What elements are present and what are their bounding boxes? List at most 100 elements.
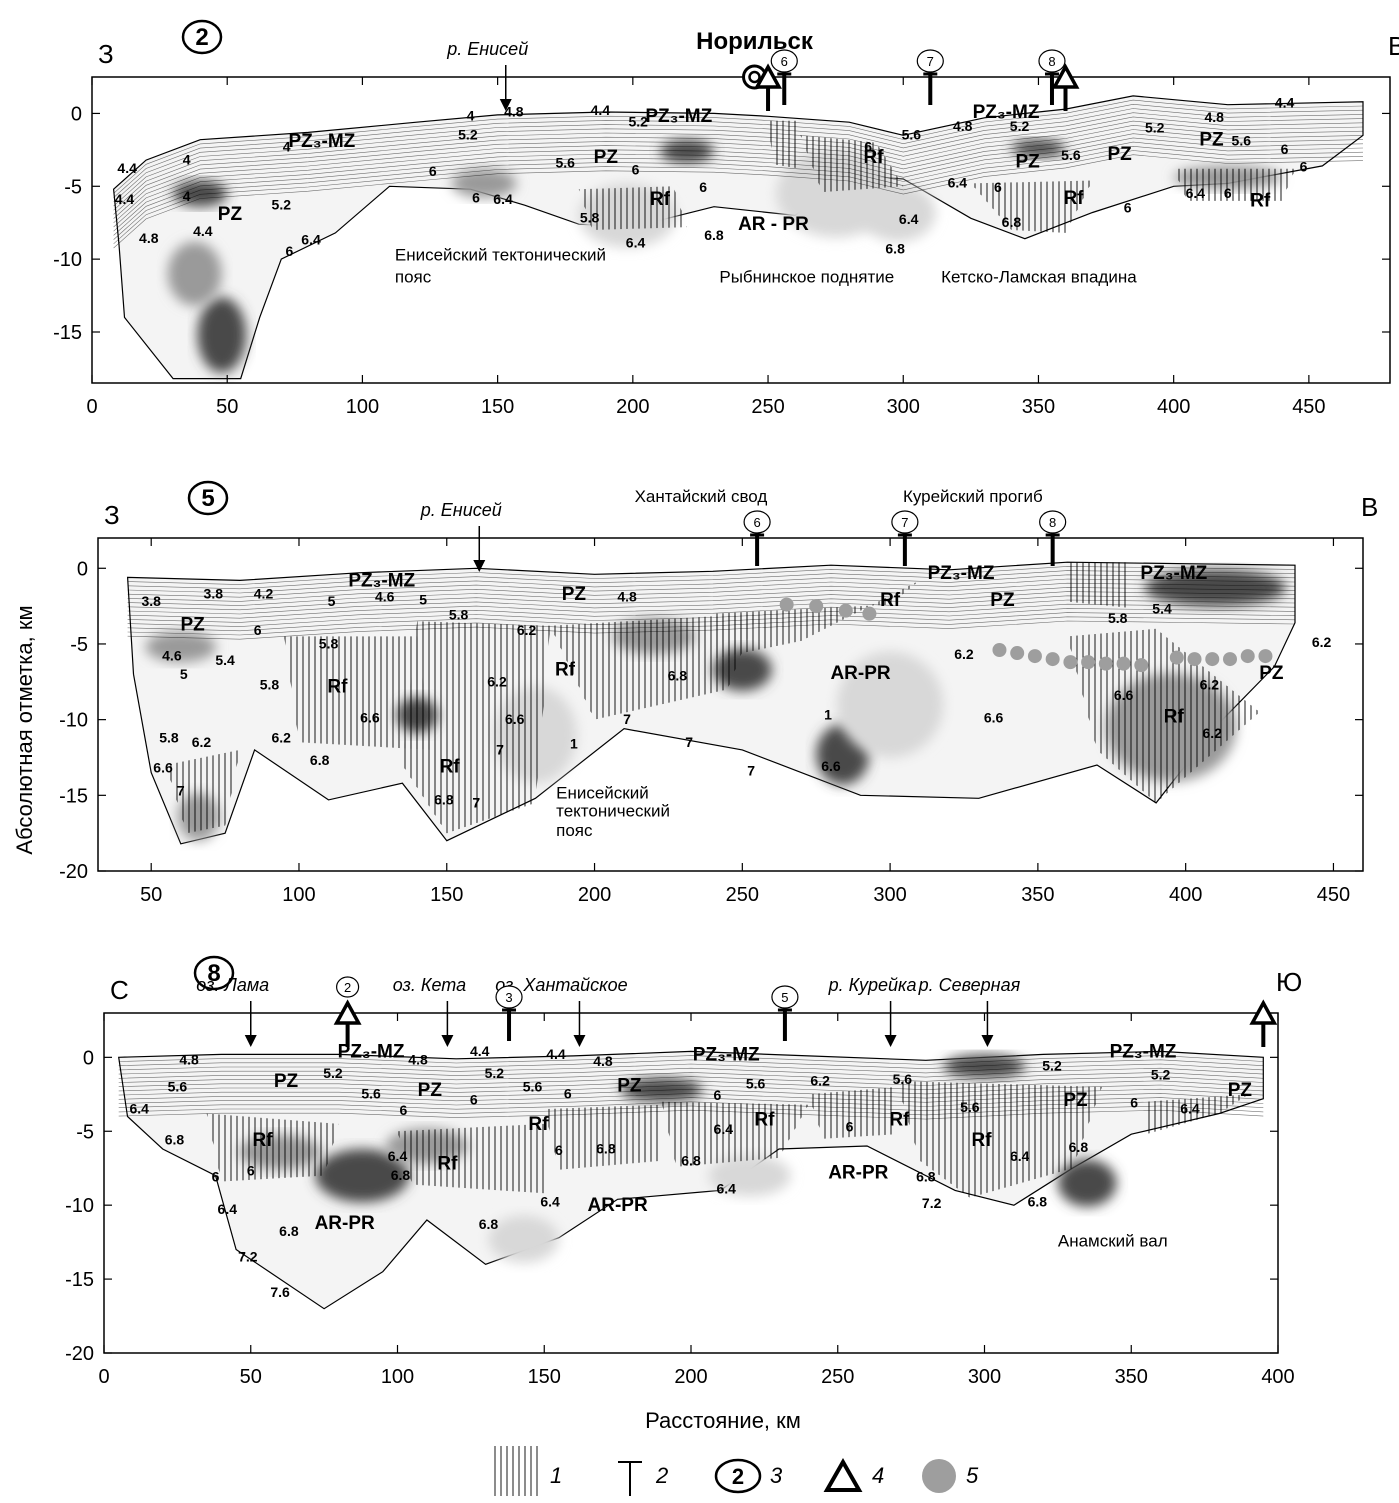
velocity-label: 5 — [180, 666, 188, 682]
unit-label: PZ₃-MZ — [645, 106, 712, 127]
velocity-label: 6.6 — [505, 711, 525, 727]
profile-2-marks: 0 50 100 150 200 250 300 350 400 450 0 -5 -10 -15 З В 2 Н… — [53, 19, 1399, 418]
velocity-label: 4 — [283, 138, 291, 154]
triangle-number-circle — [336, 976, 360, 998]
unit-label: Rf — [889, 1109, 910, 1130]
velocity-label: 6 — [429, 163, 437, 179]
velocity-label: 6.4 — [948, 175, 968, 191]
unit-label: PZ — [180, 614, 205, 635]
velocity-label: 5.6 — [960, 1099, 980, 1115]
y-tick-label: -10 — [59, 710, 88, 732]
velocity-label: 7 — [496, 741, 504, 757]
unit-label: Rf — [252, 1130, 273, 1151]
grey-dot-icon — [1116, 656, 1131, 671]
y-tick-label: -10 — [65, 1195, 94, 1217]
unit-label: PZ — [1107, 144, 1132, 165]
velocity-label: 6 — [399, 1102, 407, 1118]
profile-2-panel: 0 50 100 150 200 250 300 350 400 450 0 -5 -10 -15 З В 2 Н… — [53, 19, 1399, 418]
grey-dot-icon — [1010, 646, 1025, 661]
direction-right: Ю — [1276, 967, 1302, 997]
velocity-label: 6.2 — [1200, 676, 1220, 692]
velocity-label: 6 — [714, 1087, 722, 1103]
x-tick-label: 350 — [1021, 884, 1054, 906]
isoline — [113, 141, 1364, 236]
isoline — [113, 99, 1364, 194]
legend-number: 4 — [872, 1463, 884, 1488]
isoline — [113, 108, 1364, 203]
well-number-circle — [495, 985, 523, 1009]
velocity-label: 6.4 — [1180, 1101, 1200, 1117]
isoline — [118, 1072, 1264, 1082]
region-label: Кетско-Ламская впадина — [941, 267, 1137, 286]
rf-hatched-zone — [896, 1081, 1102, 1198]
velocity-label: 6 — [994, 179, 1002, 195]
well-number: 7 — [901, 515, 908, 530]
x-tick-label: 100 — [282, 884, 315, 906]
velocity-label: 7.2 — [238, 1248, 258, 1264]
unit-label: Rf — [437, 1154, 458, 1175]
velocity-label: 6.8 — [1069, 1139, 1089, 1155]
velocity-label: 6 — [864, 138, 872, 154]
well-number: 7 — [927, 54, 934, 69]
direction-left: С — [110, 975, 129, 1005]
y-tick-label: -15 — [65, 1269, 94, 1291]
rf-hatched-zone — [1067, 562, 1127, 608]
rf-hatched-zone — [1067, 628, 1260, 803]
x-tick-label: 350 — [1022, 396, 1055, 418]
velocity-label: 4.4 — [591, 102, 611, 118]
x-axis-label: Расстояние, км — [645, 1408, 801, 1433]
velocity-anomaly-shade — [708, 1154, 791, 1197]
velocity-label: 6 — [846, 1118, 854, 1134]
profile-5-frame — [97, 537, 1364, 872]
velocity-anomaly-shade — [1057, 1159, 1117, 1207]
unit-label: Rf — [972, 1130, 993, 1151]
velocity-label: 5.8 — [449, 607, 469, 623]
unit-label: Rf — [555, 660, 576, 681]
unit-label: PZ — [218, 204, 243, 225]
profile-number: 2 — [195, 24, 208, 51]
grey-dot-icon — [1134, 658, 1149, 673]
unit-label: Rf — [327, 676, 348, 697]
velocity-anomaly-shade — [167, 241, 222, 306]
velocity-label: 6.2 — [517, 622, 537, 638]
velocity-label: 6.2 — [487, 673, 507, 689]
velocity-label: 6.4 — [218, 1201, 238, 1217]
unit-label: PZ — [990, 590, 1015, 611]
unit-label: AR-PR — [588, 1195, 648, 1216]
velocity-label: 6 — [699, 179, 707, 195]
velocity-anomaly-shade — [859, 183, 936, 242]
legend-number: 1 — [550, 1463, 562, 1488]
chart-title: Норильск — [696, 28, 814, 55]
velocity-label: 7 — [685, 734, 693, 750]
velocity-label: 4.8 — [593, 1053, 613, 1069]
unit-label: Rf — [880, 590, 901, 611]
region-label: Енисейский тектонический — [395, 246, 606, 265]
structure-label: Курейский прогиб — [903, 487, 1043, 506]
legend-item-1: 1 — [490, 1446, 562, 1496]
x-tick-label: 300 — [968, 1366, 1001, 1388]
legend-number: 2 — [655, 1463, 668, 1488]
direction-left: З — [98, 39, 114, 69]
velocity-label: 6 — [472, 189, 480, 205]
velocity-label: 6.8 — [434, 791, 454, 807]
velocity-label: 6.4 — [1186, 185, 1206, 201]
water-body-label: оз. Хантайское — [495, 975, 627, 995]
velocity-label: 6 — [555, 1142, 563, 1158]
rf-hatched-zone — [284, 636, 432, 750]
velocity-label: 4.8 — [953, 118, 973, 134]
velocity-label: 7.6 — [270, 1284, 290, 1300]
velocity-anomaly-shade — [659, 139, 714, 163]
x-tick-label: 200 — [578, 884, 611, 906]
velocity-label: 5.2 — [485, 1065, 505, 1081]
unit-label: Rf — [1164, 707, 1185, 728]
x-tick-label: 350 — [1115, 1366, 1148, 1388]
velocity-label: 5 — [419, 592, 427, 608]
velocity-label: 7 — [177, 782, 185, 798]
velocity-label: 6.8 — [391, 1167, 411, 1183]
velocity-label: 6.8 — [310, 752, 330, 768]
triangle-icon — [823, 1457, 863, 1492]
velocity-label: 5.8 — [260, 676, 280, 692]
velocity-anomaly-shade — [620, 1078, 703, 1102]
grey-dot-icon — [992, 643, 1007, 658]
grey-dot-icon — [1027, 649, 1042, 664]
